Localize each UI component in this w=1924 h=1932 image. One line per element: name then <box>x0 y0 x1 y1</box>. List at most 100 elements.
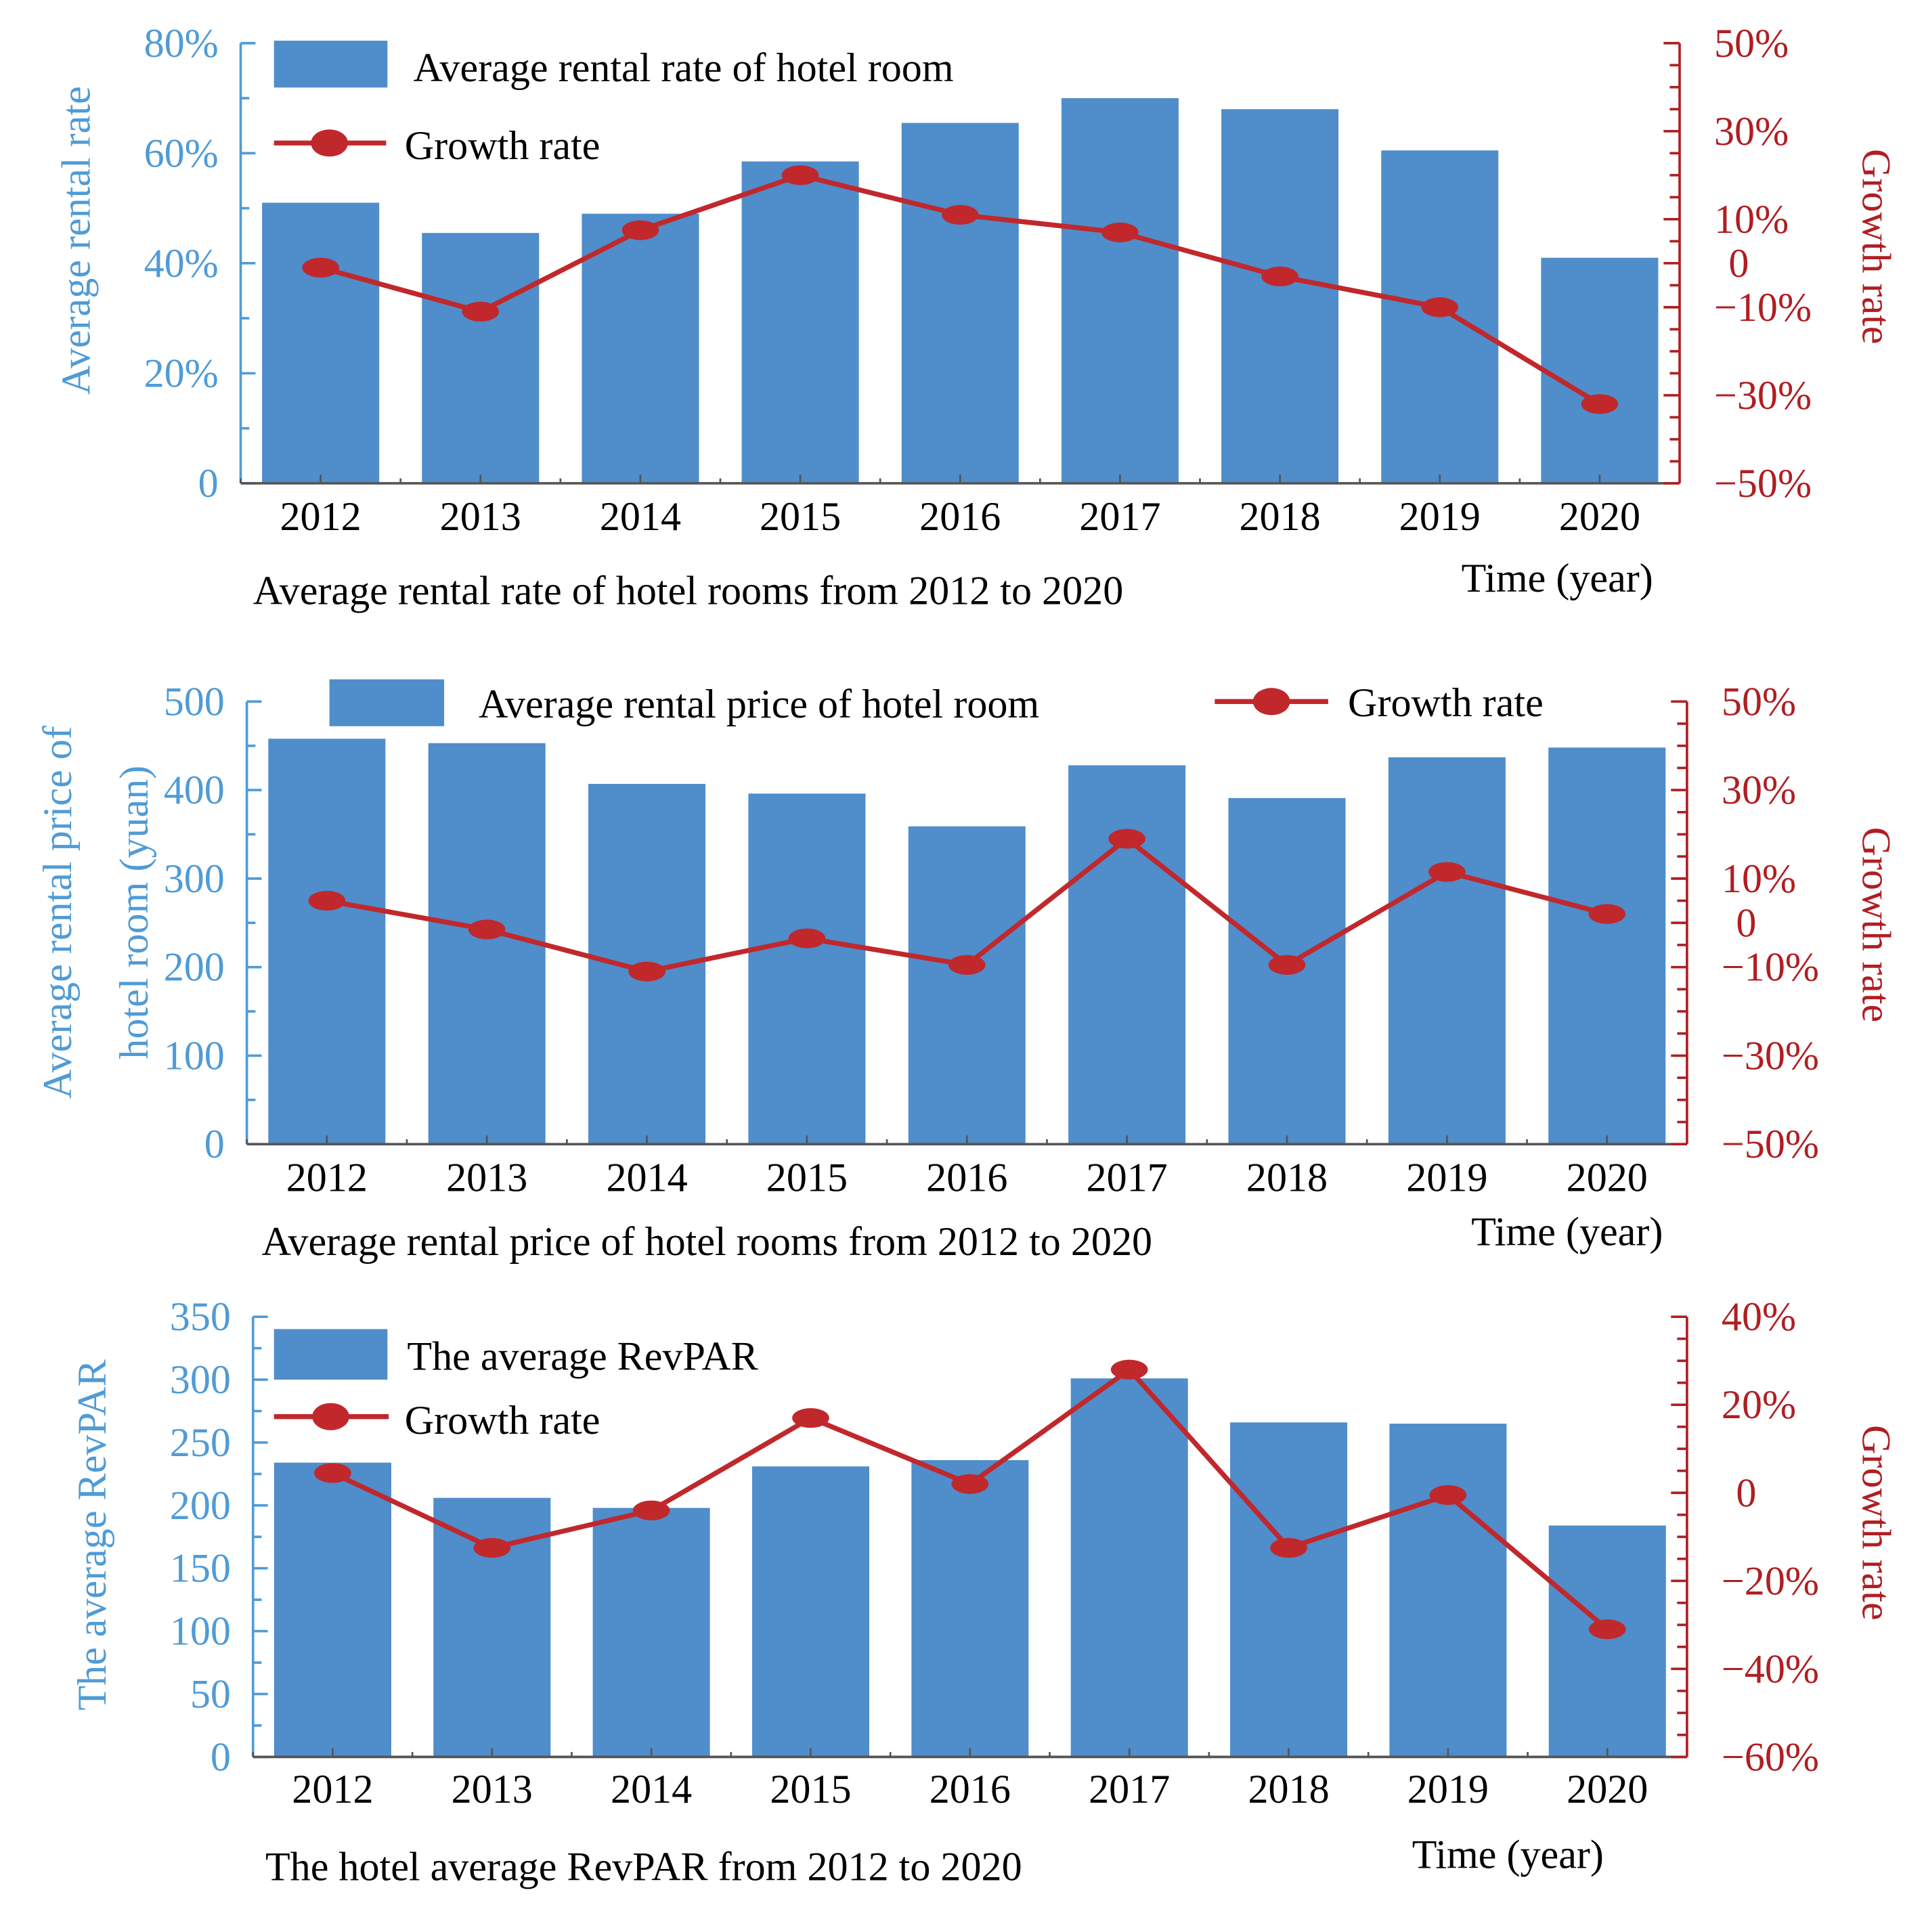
x-tick-label: 2013 <box>446 1155 527 1200</box>
x-axis-label: Time (year) <box>1462 556 1653 601</box>
bar-2012 <box>262 202 380 483</box>
growth-marker-2012 <box>308 890 346 911</box>
growth-marker-2016 <box>941 204 979 225</box>
bar-2014 <box>592 1508 710 1757</box>
right-tick-label: −60% <box>1722 1734 1819 1780</box>
right-tick-label: −20% <box>1722 1558 1819 1604</box>
bar-2017 <box>1070 1378 1188 1757</box>
left-tick-label: 20% <box>144 351 219 396</box>
left-axis-label: Average rental rate <box>54 86 100 395</box>
growth-marker-2020 <box>1588 1619 1626 1640</box>
rental-price-chart: 0 100 200 300 400 500 2012 2013 2014 2015 2016 2017… <box>35 679 1898 1265</box>
x-tick-label: 2016 <box>930 1767 1011 1812</box>
left-tick-label: 0 <box>198 461 219 506</box>
right-tick-label: 0 <box>1736 1470 1756 1516</box>
x-tick-label: 2013 <box>440 494 521 540</box>
growth-marker-2016 <box>951 1474 989 1494</box>
growth-marker-2012 <box>314 1463 351 1483</box>
right-tick-label: 20% <box>1722 1382 1796 1428</box>
right-tick-label: 30% <box>1714 109 1789 154</box>
legend-line-label: Growth rate <box>1348 680 1544 726</box>
bar-2015 <box>751 1466 869 1757</box>
left-axis-label: Average rental price of <box>35 725 81 1099</box>
growth-marker-2014 <box>632 1500 670 1520</box>
growth-marker-2019 <box>1421 297 1459 317</box>
x-tick-label: 2012 <box>280 494 362 540</box>
x-tick-label: 2019 <box>1406 1155 1487 1200</box>
x-tick-label: 2017 <box>1087 1155 1168 1200</box>
bar-2019 <box>1389 1424 1507 1757</box>
left-tick-label: 100 <box>170 1609 231 1654</box>
growth-marker-2014 <box>628 961 665 982</box>
legend-line-marker <box>311 129 348 157</box>
growth-marker-2013 <box>468 919 506 940</box>
left-axis-label: The average RevPAR <box>70 1359 115 1710</box>
growth-marker-2014 <box>621 220 659 240</box>
legend-bar-swatch <box>274 1329 388 1380</box>
bar-2017 <box>1068 765 1186 1145</box>
bar-2016 <box>901 123 1019 483</box>
bar-2013 <box>428 743 546 1145</box>
chart-title: Average rental rate of hotel rooms from … <box>253 568 1124 613</box>
x-tick-label: 2017 <box>1079 494 1160 540</box>
right-tick-label: 40% <box>1722 1294 1796 1340</box>
right-tick-label: −10% <box>1714 285 1812 330</box>
x-tick-label: 2015 <box>760 494 841 540</box>
growth-marker-2012 <box>302 257 339 278</box>
bar-2019 <box>1388 757 1506 1145</box>
right-axis-label: Growth rate <box>1853 1425 1898 1621</box>
x-tick-label: 2015 <box>766 1155 848 1200</box>
left-tick-label: 400 <box>164 768 225 813</box>
right-tick-label: −30% <box>1714 373 1812 418</box>
left-tick-label: 500 <box>164 679 225 724</box>
right-tick-label: 50% <box>1722 679 1796 724</box>
rental-rate-chart: 0 20% 40% 60% 80% 2012 2013 2014 2015 2016 2017 201… <box>54 21 1899 614</box>
growth-marker-2020 <box>1581 394 1619 414</box>
left-tick-label: 250 <box>170 1420 231 1466</box>
x-tick-label: 2018 <box>1240 494 1321 540</box>
left-tick-label: 40% <box>144 241 219 286</box>
left-tick-label: 100 <box>164 1033 225 1078</box>
x-tick-label: 2014 <box>611 1767 692 1812</box>
bar-2018 <box>1230 1422 1348 1757</box>
bar-2020 <box>1548 1525 1666 1757</box>
left-tick-label: 200 <box>164 945 225 990</box>
growth-marker-2018 <box>1261 266 1298 286</box>
x-tick-label: 2014 <box>600 494 681 540</box>
growth-marker-2020 <box>1588 904 1626 924</box>
legend-line-marker <box>312 1403 349 1430</box>
left-tick-label: 150 <box>170 1546 231 1591</box>
right-tick-label: 30% <box>1722 768 1796 813</box>
legend-line-marker <box>1252 688 1290 716</box>
bar-2016 <box>908 826 1026 1145</box>
x-tick-label: 2018 <box>1248 1767 1329 1812</box>
x-tick-label: 2020 <box>1567 1767 1648 1812</box>
growth-marker-2013 <box>462 301 500 322</box>
bar-2020 <box>1548 747 1666 1145</box>
growth-marker-2015 <box>792 1408 829 1428</box>
legend-bar-label: Average rental rate of hotel room <box>414 45 954 91</box>
bar-2015 <box>748 793 866 1145</box>
x-tick-label: 2018 <box>1246 1155 1328 1200</box>
bar-2014 <box>582 213 699 483</box>
growth-marker-2013 <box>473 1537 511 1558</box>
x-tick-label: 2017 <box>1089 1767 1170 1812</box>
growth-marker-2017 <box>1108 829 1145 849</box>
left-tick-label: 0 <box>211 1734 231 1780</box>
x-tick-label: 2012 <box>292 1767 373 1812</box>
left-tick-label: 350 <box>170 1294 231 1340</box>
x-tick-label: 2020 <box>1559 494 1640 540</box>
growth-marker-2017 <box>1110 1359 1148 1380</box>
legend-bar-swatch <box>274 41 388 88</box>
bar-2012 <box>268 739 386 1145</box>
right-tick-label: −40% <box>1722 1646 1819 1692</box>
left-tick-label: 300 <box>164 856 225 902</box>
growth-marker-2015 <box>781 165 819 185</box>
x-tick-label: 2015 <box>770 1767 851 1812</box>
right-tick-label: −50% <box>1722 1122 1819 1167</box>
right-tick-label: −10% <box>1722 945 1819 990</box>
x-tick-label: 2016 <box>919 494 1001 540</box>
growth-marker-2018 <box>1268 954 1306 975</box>
growth-marker-2015 <box>788 928 826 948</box>
x-tick-label: 2016 <box>926 1155 1007 1200</box>
